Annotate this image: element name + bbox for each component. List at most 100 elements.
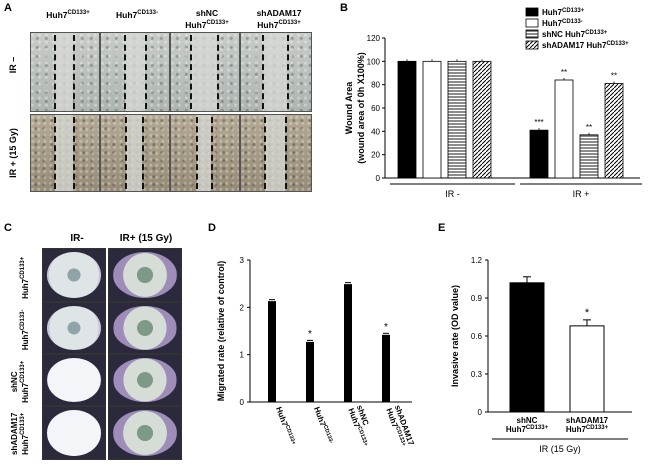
transwell-ir-pos-1	[108, 248, 182, 302]
panel-e-letter: E	[438, 222, 446, 234]
panel-a-col-4: shADAM17 Huh7CD133+	[242, 8, 316, 30]
b-bar-s0-g0	[397, 60, 417, 179]
b-legend-label-0: Huh7CD133+	[542, 8, 585, 17]
e-xtick-label-0: Huh7CD133+	[506, 425, 549, 434]
e-xtick-label-1: Huh7CD133+	[566, 425, 609, 434]
d-ylabel: Migrated rate (relative of control)	[216, 261, 226, 402]
d-xtick-1: Huh7CD133-	[312, 406, 334, 446]
panel-a-col-1: Huh7CD133+	[30, 8, 106, 20]
b-bar-s3-g0	[472, 60, 492, 179]
d-xtick-label-1: Huh7CD133-	[312, 406, 334, 446]
panel-a-col-2: Huh7CD133-	[102, 8, 172, 20]
b-bar-s0-g1	[529, 129, 549, 179]
e-ytick-label-3: 0.9	[471, 294, 483, 303]
panel-a-col-1-main: Huh7	[46, 9, 68, 20]
wound-image-ir-pos-2	[100, 114, 170, 192]
panel-a-col-3-line1: shNC	[195, 8, 219, 18]
e-ytick-label-1: 0.3	[471, 370, 483, 379]
b-legend-label-3: shADAM17 Huh7CD133+	[542, 41, 629, 50]
e-xtick-line1-0: shNC	[517, 416, 538, 425]
panel-c-row-2-sup: CD133-	[20, 309, 27, 331]
b-ylabel: Wound Area	[344, 81, 354, 134]
wound-image-ir-pos-4	[240, 114, 312, 192]
transwell-ir-neg-1	[42, 248, 106, 302]
b-legend-swatch-2	[525, 29, 539, 39]
panel-c-row-3-main: Huh7	[20, 382, 30, 403]
d-annot-1: *	[308, 329, 312, 340]
panel-a-col-4-sup: CD133+	[278, 20, 301, 26]
panel-a-col-4-main: Huh7	[257, 19, 279, 30]
e-ytick-label-4: 1.2	[471, 256, 483, 265]
transwell-ir-neg-2	[42, 302, 106, 354]
d-bar-2	[344, 284, 352, 402]
transwell-ir-pos-4	[108, 406, 182, 460]
b-ytick-label-5: 100	[367, 57, 381, 66]
b-ytick-label-6: 120	[367, 34, 381, 43]
d-xtick-0: Huh7CD133+	[274, 406, 296, 447]
panel-c-row-3-line1: shNC	[10, 371, 20, 393]
transwell-ir-neg-4	[42, 406, 106, 460]
transwell-ir-pos-2	[108, 302, 182, 354]
e-ytick-label-2: 0.6	[471, 332, 483, 341]
panel-c-row-1: Huh7CD133+	[10, 252, 30, 304]
panel-c-row-4: shADAM17 Huh7CD133+	[10, 408, 30, 460]
panel-c-row-3: shNC Huh7CD133+	[10, 356, 30, 408]
b-group-1-label: IR -	[445, 189, 460, 199]
b-legend-label-1: Huh7CD133-	[542, 19, 583, 28]
panel-d-letter: D	[208, 222, 216, 234]
panel-e-chart: 0 0.3 0.6 0.9 1.2 Invasive rate (OD value) shN…	[450, 256, 632, 454]
d-bar-1	[306, 341, 314, 402]
panel-b-letter: B	[340, 2, 348, 14]
panel-a-row-label-1: IR –	[8, 56, 18, 74]
e-xtick-line1-1: shADAM17	[566, 416, 609, 425]
panel-c-col-2: IR+ (15 Gy)	[119, 233, 173, 244]
b-bar-s1-g1	[554, 79, 574, 179]
b-bar-s2-g1	[579, 134, 599, 179]
panel-c-row-4-main: Huh7	[20, 434, 30, 455]
panel-c-row-2-main: Huh7	[20, 330, 30, 351]
b-legend-label-2: shNC Huh7CD133+	[542, 30, 608, 39]
panel-c-row-1-sup: CD133+	[20, 256, 27, 279]
d-ytick-label-0: 0	[240, 398, 245, 407]
panel-c-row-4-line1: shADAM17	[10, 412, 20, 455]
d-xtick-label-0: Huh7CD133+	[274, 406, 296, 447]
panel-c-row-2: Huh7CD133-	[10, 304, 30, 356]
panel-c-row-4-sup: CD133+	[20, 412, 27, 435]
e-xlabel: IR (15 Gy)	[539, 444, 581, 454]
panel-c-row-3-sup: CD133+	[20, 360, 27, 383]
wound-image-ir-neg-3	[170, 32, 240, 112]
d-bar-0	[268, 301, 276, 402]
b-annot-s1-g1: **	[561, 68, 567, 77]
panel-a-col-2-main: Huh7	[116, 9, 138, 20]
b-annot-s3-g1: **	[611, 72, 617, 81]
b-legend-swatch-1	[525, 18, 539, 28]
d-ytick-label-3: 3	[240, 256, 245, 265]
panel-a-col-4-line1: shADAM17	[256, 8, 302, 18]
wound-image-ir-neg-4	[240, 32, 312, 112]
b-ytick-label-1: 20	[371, 151, 380, 160]
e-bar-0	[509, 282, 545, 413]
wound-image-ir-neg-2	[100, 32, 170, 112]
b-bar-s2-g0	[447, 60, 467, 179]
panel-c-col-1: IR-	[70, 233, 84, 244]
e-ytick-label-0: 0	[478, 408, 483, 417]
wound-image-ir-pos-3	[170, 114, 240, 192]
panel-b-chart: 0 20 40 60 80 100 120 Wound Area (wound area of …	[344, 7, 642, 199]
transwell-ir-pos-3	[108, 354, 182, 406]
panel-c-letter: C	[4, 222, 12, 234]
wound-image-ir-neg-1	[30, 32, 100, 112]
b-bar-s1-g0	[422, 60, 442, 179]
panel-a-col-3-sup: CD133+	[206, 20, 229, 26]
b-ytick-label-2: 40	[371, 127, 380, 136]
e-ylabel: Invasive rate (OD value)	[450, 285, 460, 387]
e-bar-1	[569, 325, 605, 413]
b-ylabel2: (wound area of 0h X100%)	[356, 52, 366, 164]
panel-a-col-2-sup: CD133-	[137, 10, 158, 16]
b-ytick-label-4: 80	[371, 81, 380, 90]
b-group-2-label: IR +	[573, 189, 590, 199]
panel-a-col-1-sup: CD133+	[67, 10, 90, 16]
panel-a-row-label-2: IR + (15 Gy)	[8, 128, 18, 178]
b-legend-swatch-3	[525, 40, 539, 50]
